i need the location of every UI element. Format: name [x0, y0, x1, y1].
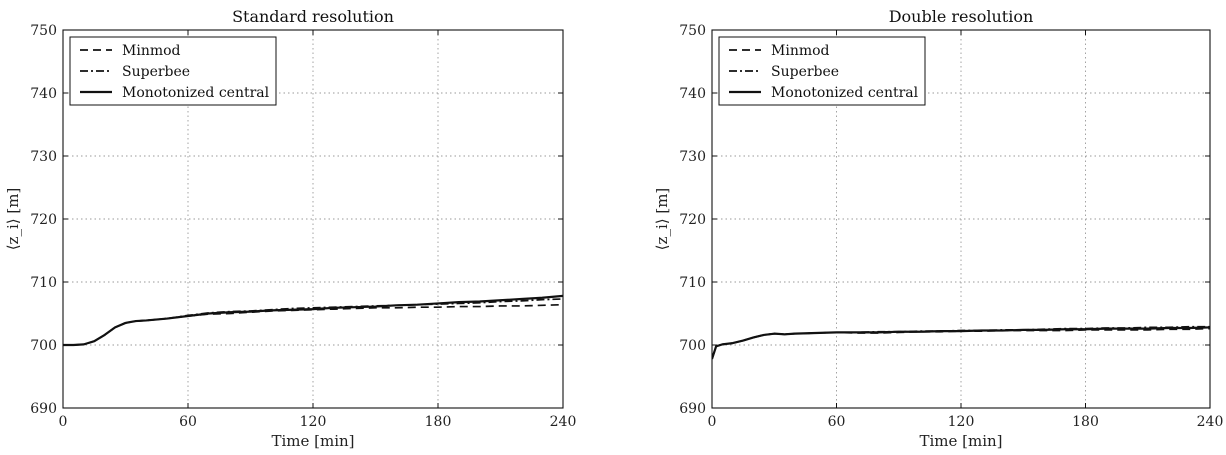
- y-tick-label: 710: [679, 275, 706, 291]
- x-tick-label: 240: [1197, 414, 1224, 430]
- y-tick-label: 730: [679, 149, 706, 165]
- y-tick-label: 750: [679, 23, 706, 39]
- chart-title: Double resolution: [889, 7, 1034, 26]
- series-line-minmod: [63, 303, 563, 346]
- y-tick-label: 750: [30, 23, 57, 39]
- legend-label: Superbee: [771, 64, 839, 80]
- chart-panel-2: 0 60 120 180 240 690 700 710 720 730 740 750 Double …: [653, 7, 1223, 450]
- y-tick-label: 730: [30, 149, 57, 165]
- y-tick-label: 740: [679, 86, 706, 102]
- y-tick-label: 690: [679, 401, 706, 417]
- legend-label: Monotonized central: [771, 85, 919, 101]
- legend-label: Superbee: [122, 64, 190, 80]
- x-tick-label: 120: [300, 414, 327, 430]
- series-line-minmod: [712, 327, 1210, 360]
- x-tick-label: 180: [1072, 414, 1099, 430]
- y-tick-label: 700: [30, 338, 57, 354]
- legend-label: Monotonized central: [122, 85, 270, 101]
- legend-box: [718, 36, 926, 106]
- y-tick-label: 720: [679, 212, 706, 228]
- x-tick-label: 60: [828, 414, 846, 430]
- legend-label: Minmod: [771, 43, 830, 59]
- y-tick-label: 740: [30, 86, 57, 102]
- x-tick-label: 180: [425, 414, 452, 430]
- y-tick-label: 690: [30, 401, 57, 417]
- chart-title: Standard resolution: [232, 7, 394, 26]
- x-tick-label: 0: [708, 414, 717, 430]
- x-tick-label: 60: [179, 414, 197, 430]
- legend-label: Minmod: [122, 43, 181, 59]
- x-tick-label: 120: [948, 414, 975, 430]
- chart-panel-1: 0 60 120 180 240 690 700 710 720 730 740 750 Standar…: [4, 7, 576, 450]
- y-tick-label: 710: [30, 275, 57, 291]
- series-line-monotonized-central: [712, 326, 1210, 360]
- series-line-monotonized-central: [63, 294, 563, 347]
- y-axis-label: ⟨z_i⟩ [m]: [4, 188, 22, 251]
- y-tick-label: 700: [679, 338, 706, 354]
- x-axis-label: Time [min]: [271, 432, 354, 450]
- x-tick-label: 240: [550, 414, 577, 430]
- x-tick-label: 0: [59, 414, 68, 430]
- legend-box: [69, 36, 277, 106]
- y-axis-label: ⟨z_i⟩ [m]: [653, 188, 671, 251]
- y-tick-label: 720: [30, 212, 57, 228]
- x-axis-label: Time [min]: [919, 432, 1002, 450]
